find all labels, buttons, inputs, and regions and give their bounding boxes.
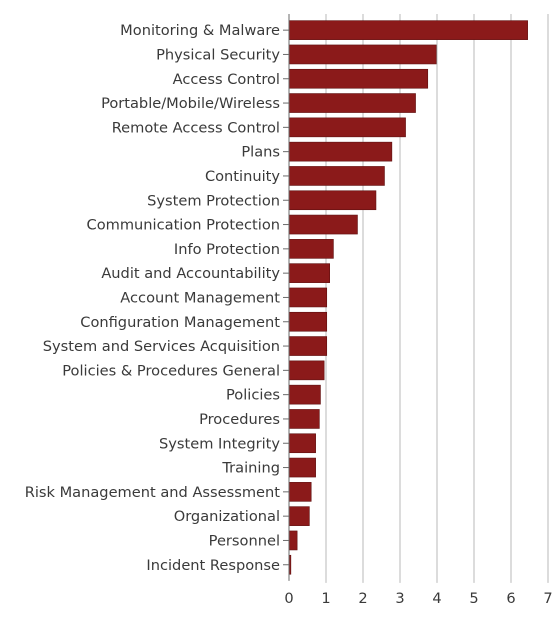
- category-label: Plans: [241, 144, 280, 161]
- category-label: Training: [221, 460, 280, 477]
- x-tick-label: 3: [395, 590, 404, 607]
- bar: [288, 93, 416, 113]
- bars: [288, 20, 528, 575]
- bar: [288, 506, 310, 526]
- bar: [288, 336, 328, 356]
- category-label: Configuration Management: [80, 314, 280, 331]
- category-label: Portable/Mobile/Wireless: [101, 95, 280, 112]
- bar: [288, 409, 320, 429]
- category-label: Audit and Accountability: [101, 265, 280, 282]
- x-tick-label: 4: [432, 590, 441, 607]
- category-label: Remote Access Control: [112, 119, 280, 136]
- x-tick-label: 7: [543, 590, 552, 607]
- bar: [288, 482, 312, 502]
- bar: [288, 530, 298, 551]
- category-label: Continuity: [205, 168, 280, 185]
- x-tick-label: 6: [506, 590, 515, 607]
- bar: [288, 166, 385, 186]
- category-label: Policies: [226, 387, 280, 404]
- category-label: System Integrity: [159, 435, 280, 452]
- category-label: Incident Response: [146, 557, 280, 574]
- bar: [288, 360, 325, 381]
- bar: [288, 384, 321, 405]
- x-tick-label: 1: [321, 590, 330, 607]
- category-label: Risk Management and Assessment: [25, 484, 281, 501]
- category-label: Organizational: [174, 508, 280, 525]
- bar: [288, 44, 437, 65]
- category-label: Procedures: [199, 411, 280, 428]
- x-tick-label: 5: [469, 590, 478, 607]
- bar: [288, 141, 393, 162]
- bar: [288, 214, 358, 235]
- category-labels: Monitoring & Malware Physical Security Acc…: [25, 22, 281, 574]
- category-label: Physical Security: [156, 46, 280, 63]
- category-label: Communication Protection: [87, 217, 281, 234]
- x-tick-label: 2: [358, 590, 367, 607]
- x-tick-label: 0: [284, 590, 293, 607]
- axes: [283, 14, 290, 581]
- bar: [288, 263, 331, 283]
- category-label: System and Services Acquisition: [43, 338, 280, 355]
- category-label: Policies & Procedures General: [62, 362, 280, 379]
- bar: [288, 68, 429, 89]
- category-label: Access Control: [173, 71, 280, 88]
- x-tick-labels: 0 1 2 3 4 5 6 7: [284, 590, 552, 607]
- bar: [288, 117, 406, 138]
- category-label: Info Protection: [174, 241, 280, 258]
- bar: [288, 311, 328, 332]
- bar: [288, 190, 377, 211]
- bar: [288, 20, 528, 40]
- bar: [288, 433, 316, 454]
- bar: [288, 287, 328, 308]
- category-label: Monitoring & Malware: [120, 22, 280, 39]
- category-label: Account Management: [120, 289, 280, 306]
- category-label: System Protection: [147, 192, 280, 209]
- category-label: Personnel: [209, 532, 280, 549]
- bar: [288, 239, 334, 259]
- bar: [288, 457, 316, 478]
